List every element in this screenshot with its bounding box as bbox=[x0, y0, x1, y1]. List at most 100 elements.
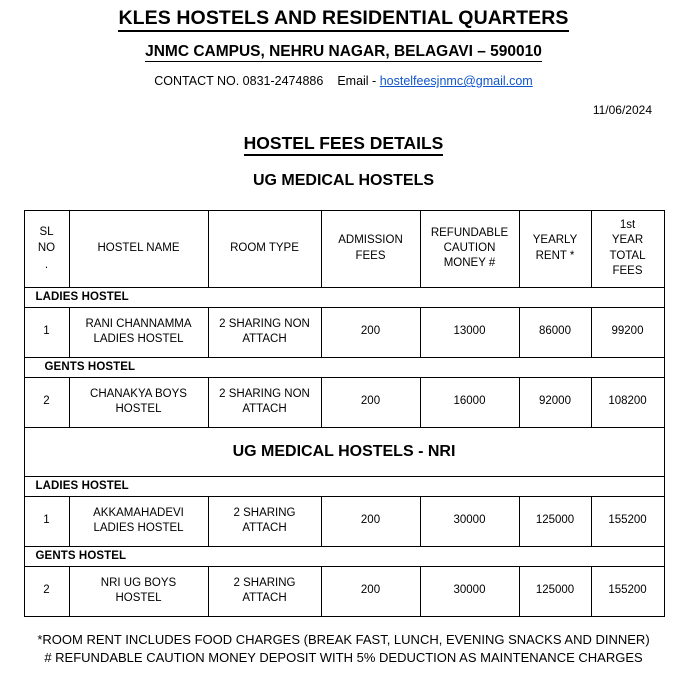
page-title: HOSTEL FEES DETAILS bbox=[0, 133, 687, 157]
row-admission-fees: 200 bbox=[320, 495, 421, 547]
total-head-line2: YEAR bbox=[611, 234, 644, 247]
row-first-year-total-fees: 155200 bbox=[590, 495, 665, 547]
campus-address-text: JNMC CAMPUS, NEHRU NAGAR, BELAGAVI – 590… bbox=[145, 43, 542, 63]
row-yearly-rent: 86000 bbox=[518, 306, 592, 358]
row-refundable-caution-money: 13000 bbox=[419, 306, 520, 358]
column-header-room-type: ROOM TYPE bbox=[207, 209, 322, 288]
room-type-line2: ATTACH bbox=[242, 403, 287, 416]
row-room-type: 2 SHARING ATTACH bbox=[207, 565, 322, 617]
room-type-line1: 2 SHARING NON bbox=[219, 387, 310, 400]
nri-section-banner-label: UG MEDICAL HOSTELS - NRI bbox=[23, 426, 665, 477]
table-row: 2 NRI UG BOYS HOSTEL 2 SHARING ATTACH 20… bbox=[23, 565, 665, 617]
row-refundable-caution-money: 30000 bbox=[419, 495, 520, 547]
table-row: 1 RANI CHANNAMMA LADIES HOSTEL 2 SHARING… bbox=[23, 306, 665, 358]
row-refundable-caution-money: 30000 bbox=[419, 565, 520, 617]
fees-table: SL NO . HOSTEL NAME ROOM TYPE ADMISSION … bbox=[23, 209, 665, 617]
hostel-name-line1: NRI UG BOYS bbox=[100, 576, 177, 589]
column-header-sl-no: SL NO . bbox=[23, 209, 70, 288]
column-header-refundable-caution-money: REFUNDABLE CAUTION MONEY # bbox=[419, 209, 520, 288]
row-hostel-name: AKKAMAHADEVI LADIES HOSTEL bbox=[68, 495, 209, 547]
section-band-ladies-hostel-nri: LADIES HOSTEL bbox=[23, 475, 665, 497]
email-link[interactable]: hostelfeesjnmc@gmail.com bbox=[379, 73, 533, 88]
row-room-type: 2 SHARING NON ATTACH bbox=[207, 376, 322, 428]
section-band-label: GENTS HOSTEL bbox=[23, 545, 665, 567]
room-type-line2: ATTACH bbox=[242, 333, 287, 346]
footnote-room-rent: *ROOM RENT INCLUDES FOOD CHARGES (BREAK … bbox=[37, 631, 650, 647]
hostel-name-line1: AKKAMAHADEVI bbox=[93, 506, 184, 519]
section-band-gents-hostel-nri: GENTS HOSTEL bbox=[23, 545, 665, 567]
ref-head-line2: CAUTION bbox=[443, 241, 496, 254]
table-row: 2 CHANAKYA BOYS HOSTEL 2 SHARING NON ATT… bbox=[23, 376, 665, 428]
contact-number: CONTACT NO. 0831-2474886 bbox=[154, 73, 324, 88]
ref-head-line3: MONEY # bbox=[443, 257, 496, 270]
total-head-line3: TOTAL bbox=[609, 249, 646, 262]
adm-head-line1: ADMISSION bbox=[338, 234, 403, 247]
table-header-row: SL NO . HOSTEL NAME ROOM TYPE ADMISSION … bbox=[23, 209, 665, 288]
row-hostel-name: CHANAKYA BOYS HOSTEL bbox=[68, 376, 209, 428]
total-head-line4: FEES bbox=[612, 264, 643, 277]
row-admission-fees: 200 bbox=[320, 306, 421, 358]
row-yearly-rent: 125000 bbox=[518, 495, 592, 547]
section-band-label: LADIES HOSTEL bbox=[23, 286, 665, 308]
row-first-year-total-fees: 155200 bbox=[590, 565, 665, 617]
column-header-first-year-total-fees: 1st YEAR TOTAL FEES bbox=[590, 209, 665, 288]
fees-table-container: SL NO . HOSTEL NAME ROOM TYPE ADMISSION … bbox=[23, 209, 665, 617]
section-title: UG MEDICAL HOSTELS bbox=[252, 172, 435, 190]
row-hostel-name: NRI UG BOYS HOSTEL bbox=[68, 565, 209, 617]
section-band-ladies-hostel: LADIES HOSTEL bbox=[23, 286, 665, 308]
hostel-name-line1: RANI CHANNAMMA bbox=[85, 317, 192, 330]
room-type-line1: 2 SHARING bbox=[233, 506, 296, 519]
hostel-name-line2: HOSTEL bbox=[115, 592, 162, 605]
row-sl-no: 1 bbox=[23, 495, 70, 547]
section-band-label: GENTS HOSTEL bbox=[23, 356, 665, 378]
organization-title-text: KLES HOSTELS AND RESIDENTIAL QUARTERS bbox=[118, 7, 569, 32]
row-admission-fees: 200 bbox=[320, 376, 421, 428]
room-type-line1: 2 SHARING NON bbox=[219, 317, 310, 330]
sl-head-line2: NO bbox=[37, 242, 56, 255]
document-date: 11/06/2024 bbox=[592, 102, 652, 117]
rent-head-line2: RENT * bbox=[535, 249, 575, 262]
column-header-hostel-name: HOSTEL NAME bbox=[68, 209, 209, 288]
nri-section-banner: UG MEDICAL HOSTELS - NRI bbox=[23, 426, 665, 477]
row-admission-fees: 200 bbox=[320, 565, 421, 617]
page-title-text: HOSTEL FEES DETAILS bbox=[243, 133, 444, 157]
row-yearly-rent: 92000 bbox=[518, 376, 592, 428]
row-sl-no: 2 bbox=[23, 376, 70, 428]
row-hostel-name: RANI CHANNAMMA LADIES HOSTEL bbox=[68, 306, 209, 358]
row-sl-no: 2 bbox=[23, 565, 70, 617]
row-first-year-total-fees: 108200 bbox=[590, 376, 665, 428]
rent-head-line1: YEARLY bbox=[532, 234, 578, 247]
section-band-gents-hostel: GENTS HOSTEL bbox=[23, 356, 665, 378]
ref-head-line1: REFUNDABLE bbox=[430, 226, 509, 239]
row-room-type: 2 SHARING ATTACH bbox=[207, 495, 322, 547]
sl-head-line3: . bbox=[44, 258, 49, 271]
email-label: Email - bbox=[337, 73, 377, 88]
sl-head-line1: SL bbox=[39, 225, 54, 238]
hostel-name-line2: LADIES HOSTEL bbox=[93, 522, 184, 535]
adm-head-line2: FEES bbox=[355, 249, 386, 262]
hostel-name-line2: LADIES HOSTEL bbox=[93, 333, 184, 346]
section-band-label: LADIES HOSTEL bbox=[23, 475, 665, 497]
table-row: 1 AKKAMAHADEVI LADIES HOSTEL 2 SHARING A… bbox=[23, 495, 665, 547]
room-type-line1: 2 SHARING bbox=[233, 576, 296, 589]
total-head-line1: 1st bbox=[619, 219, 636, 232]
table-body: LADIES HOSTEL 1 RANI CHANNAMMA LADIES HO… bbox=[23, 286, 665, 617]
column-header-admission-fees: ADMISSION FEES bbox=[320, 209, 421, 288]
column-header-yearly-rent: YEARLY RENT * bbox=[518, 209, 592, 288]
room-type-line2: ATTACH bbox=[242, 522, 287, 535]
hostel-name-line1: CHANAKYA BOYS bbox=[90, 387, 187, 400]
contact-line: CONTACT NO. 0831-2474886 Email - hostelfe… bbox=[0, 74, 687, 89]
row-first-year-total-fees: 99200 bbox=[590, 306, 665, 358]
footnote-refundable-caution: # REFUNDABLE CAUTION MONEY DEPOSIT WITH … bbox=[44, 650, 643, 666]
footnotes: *ROOM RENT INCLUDES FOOD CHARGES (BREAK … bbox=[0, 631, 687, 669]
row-yearly-rent: 125000 bbox=[518, 565, 592, 617]
table-header: SL NO . HOSTEL NAME ROOM TYPE ADMISSION … bbox=[23, 209, 665, 288]
room-type-line2: ATTACH bbox=[242, 592, 287, 605]
row-refundable-caution-money: 16000 bbox=[419, 376, 520, 428]
campus-address: JNMC CAMPUS, NEHRU NAGAR, BELAGAVI – 590… bbox=[0, 43, 687, 63]
organization-title: KLES HOSTELS AND RESIDENTIAL QUARTERS bbox=[0, 0, 687, 32]
hostel-name-line2: HOSTEL bbox=[115, 403, 162, 416]
row-sl-no: 1 bbox=[23, 306, 70, 358]
row-room-type: 2 SHARING NON ATTACH bbox=[207, 306, 322, 358]
